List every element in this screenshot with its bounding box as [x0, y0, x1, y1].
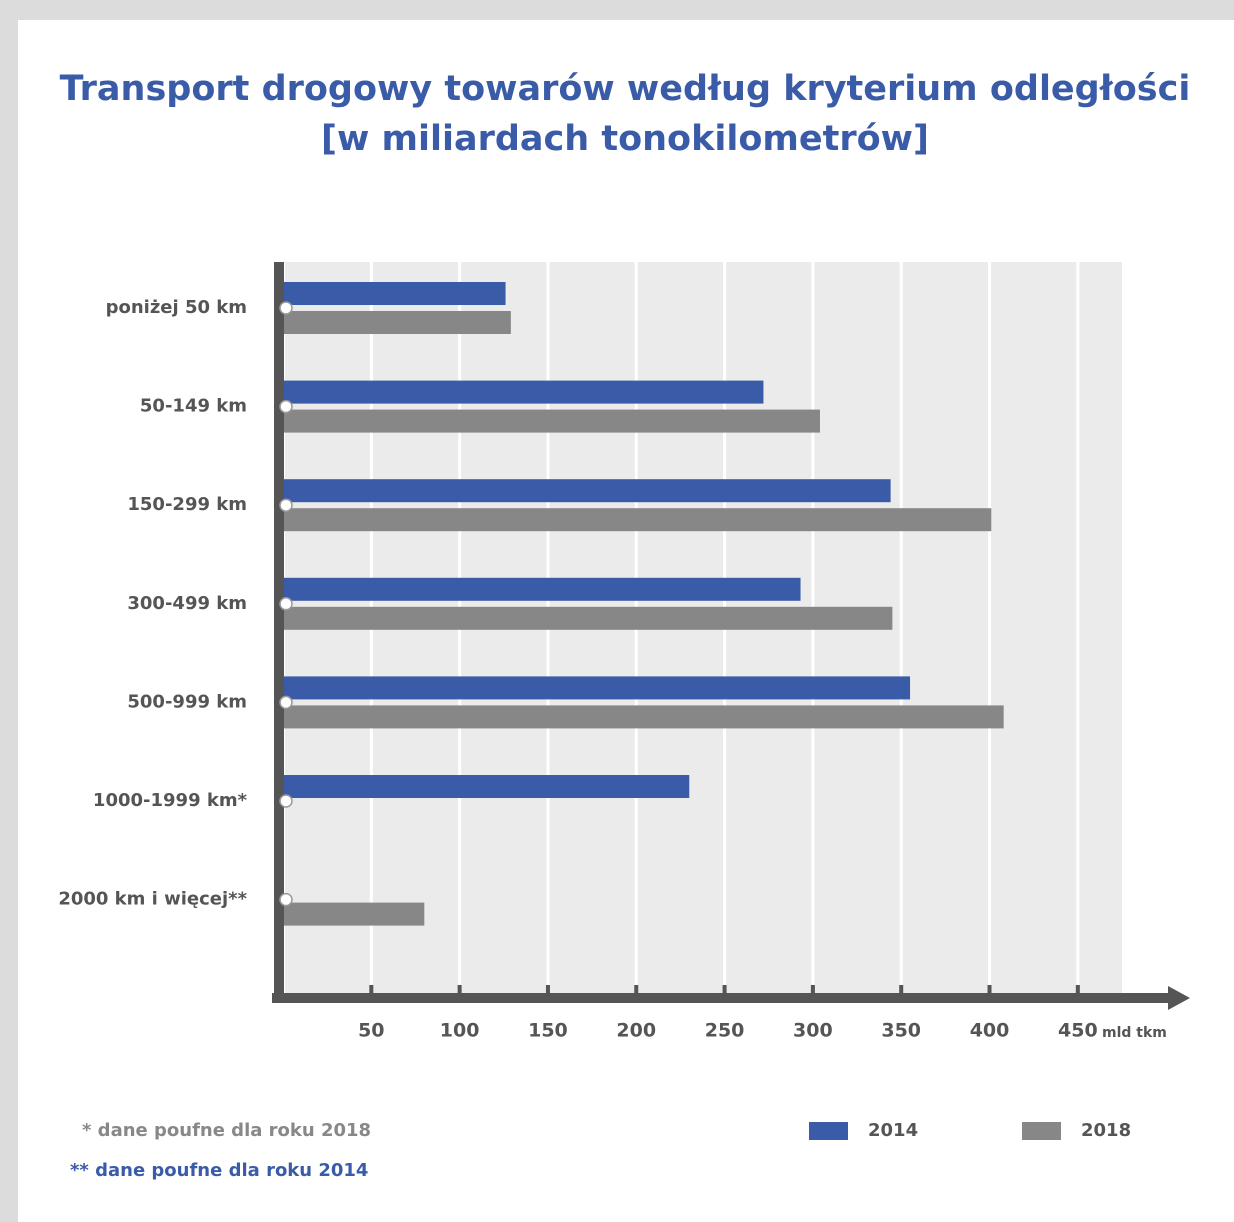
y-tick-label: 1000-1999 km* [93, 790, 248, 811]
category-dot [279, 399, 293, 414]
chart-title: Transport drogowy towarów według kryteri… [60, 69, 1191, 109]
x-tick-label: 300 [793, 1020, 833, 1042]
y-tick-label: 2000 km i więcej** [58, 889, 247, 910]
bar [283, 705, 1004, 729]
y-tick-label: 500-999 km [127, 691, 247, 712]
y-tick-label: poniżej 50 km [106, 297, 247, 318]
y-tick-label: 300-499 km [127, 593, 247, 614]
x-tick-label: 150 [528, 1020, 568, 1042]
category-dot [279, 597, 293, 611]
x-tick-label: 350 [881, 1020, 921, 1042]
category-dot [279, 892, 293, 907]
x-tick-label: 100 [440, 1020, 480, 1042]
bar [283, 380, 764, 404]
bar [283, 409, 820, 433]
y-axis [274, 262, 284, 1002]
bar [283, 282, 506, 305]
x-tick-label: 400 [970, 1020, 1010, 1042]
x-axis-arrow [1168, 986, 1190, 1010]
x-tick-label: 250 [705, 1020, 745, 1042]
bar [283, 577, 801, 601]
y-tick-label: 150-299 km [127, 494, 247, 515]
footnote: ** dane poufne dla roku 2014 [70, 1160, 368, 1181]
legend-swatch [809, 1122, 848, 1140]
chart-subtitle: [w miliardach tonokilometrów] [321, 119, 929, 159]
x-tick-label: 200 [616, 1020, 656, 1042]
y-tick-label: 50-149 km [140, 396, 247, 417]
footnote: * dane poufne dla roku 2018 [82, 1120, 371, 1141]
bar [283, 508, 992, 532]
x-tick-label: 450 [1058, 1020, 1098, 1042]
bar [283, 479, 891, 503]
bar [283, 311, 511, 334]
legend-label: 2014 [868, 1120, 918, 1141]
x-axis [272, 993, 1172, 1003]
bar [283, 676, 911, 700]
legend-label: 2018 [1081, 1120, 1131, 1141]
bar [283, 606, 893, 630]
bar [283, 902, 425, 926]
category-dot [279, 695, 293, 710]
category-dot [279, 498, 293, 512]
category-dot [279, 301, 293, 315]
x-axis-label: mld tkm [1102, 1025, 1167, 1041]
category-dot [279, 794, 293, 808]
bar [283, 775, 690, 798]
legend-swatch [1022, 1122, 1061, 1140]
x-tick-label: 50 [358, 1020, 384, 1042]
